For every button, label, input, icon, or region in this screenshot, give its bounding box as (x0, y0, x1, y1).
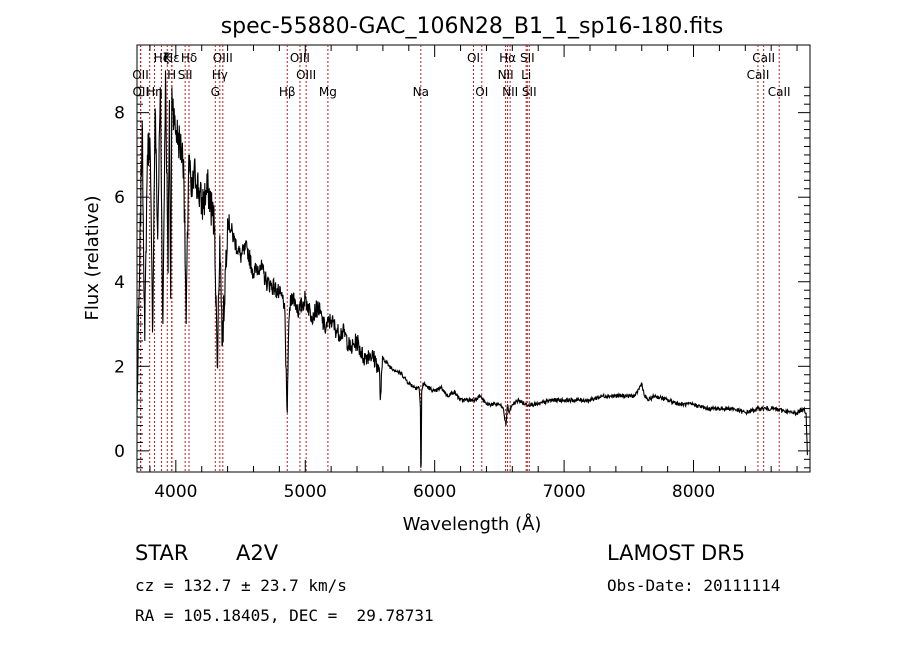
line-marker-label-9: CaII (752, 51, 775, 65)
line-marker-label-11: H (167, 68, 176, 82)
line-marker-label-23: Na (413, 85, 429, 99)
x-tick-label-4: 8000 (672, 482, 715, 502)
line-marker-label-4: OIII (213, 51, 233, 65)
line-marker-label-21: Hβ (279, 85, 296, 99)
line-marker-label-8: SII (520, 51, 535, 65)
line-marker-label-20: G (211, 85, 220, 99)
axis-ticks: 4000 5000 6000 7000 8000 0 2 4 6 8 (114, 45, 810, 502)
survey-name: LAMOST DR5 (607, 541, 746, 565)
line-marker-label-1: Hζ (154, 51, 170, 65)
y-tick-label-4: 8 (114, 104, 125, 124)
line-marker-label-15: NII (498, 68, 514, 82)
line-marker-label-24: OI (475, 85, 488, 99)
line-marker-label-18: OII (132, 85, 149, 99)
x-tick-label-3: 7000 (542, 482, 585, 502)
chart-title: spec-55880-GAC_106N28_B1_1_sp16-180.fits (221, 14, 724, 39)
object-class: STAR (135, 541, 189, 565)
x-tick-label-0: 4000 (154, 482, 197, 502)
redshift-readout: cz = 132.7 ± 23.7 km/s (135, 576, 347, 595)
line-marker-label-25: NII (502, 85, 518, 99)
line-marker-label-7: Hα (499, 51, 516, 65)
line-marker-label-27: CaII (768, 85, 791, 99)
line-marker-label-6: OI (467, 51, 480, 65)
x-tick-label-1: 5000 (284, 482, 327, 502)
spectrum-line (136, 70, 808, 468)
line-marker-label-16: Li (521, 68, 531, 82)
line-marker-label-17: CaII (747, 68, 770, 82)
coordinates: RA = 105.18405, DEC = 29.78731 (135, 606, 434, 625)
line-marker-label-2: K (163, 51, 172, 65)
y-tick-label-1: 2 (114, 357, 125, 377)
line-marker-label-12: SII (178, 68, 193, 82)
y-axis-label: Flux (relative) (82, 195, 103, 320)
x-tick-label-2: 6000 (413, 482, 456, 502)
line-marker-label-10: OII (132, 68, 149, 82)
y-tick-label-3: 6 (114, 188, 125, 208)
line-marker-label-5: OIII (290, 51, 310, 65)
y-tick-label-0: 0 (114, 442, 125, 462)
spectral-subclass: A2V (236, 541, 279, 565)
x-axis-label: Wavelength (Å) (403, 513, 542, 535)
line-marker-label-3: Hδ (181, 51, 197, 65)
line-marker-label-26: SII (522, 85, 537, 99)
obs-date: Obs-Date: 20111114 (607, 576, 781, 595)
line-marker-label-22: Mg (319, 85, 337, 99)
line-marker-label-14: OIII (296, 68, 316, 82)
line-marker-label-19: Hη (146, 85, 163, 99)
line-marker-label-13: Hγ (212, 68, 228, 82)
y-tick-label-2: 4 (114, 273, 125, 293)
